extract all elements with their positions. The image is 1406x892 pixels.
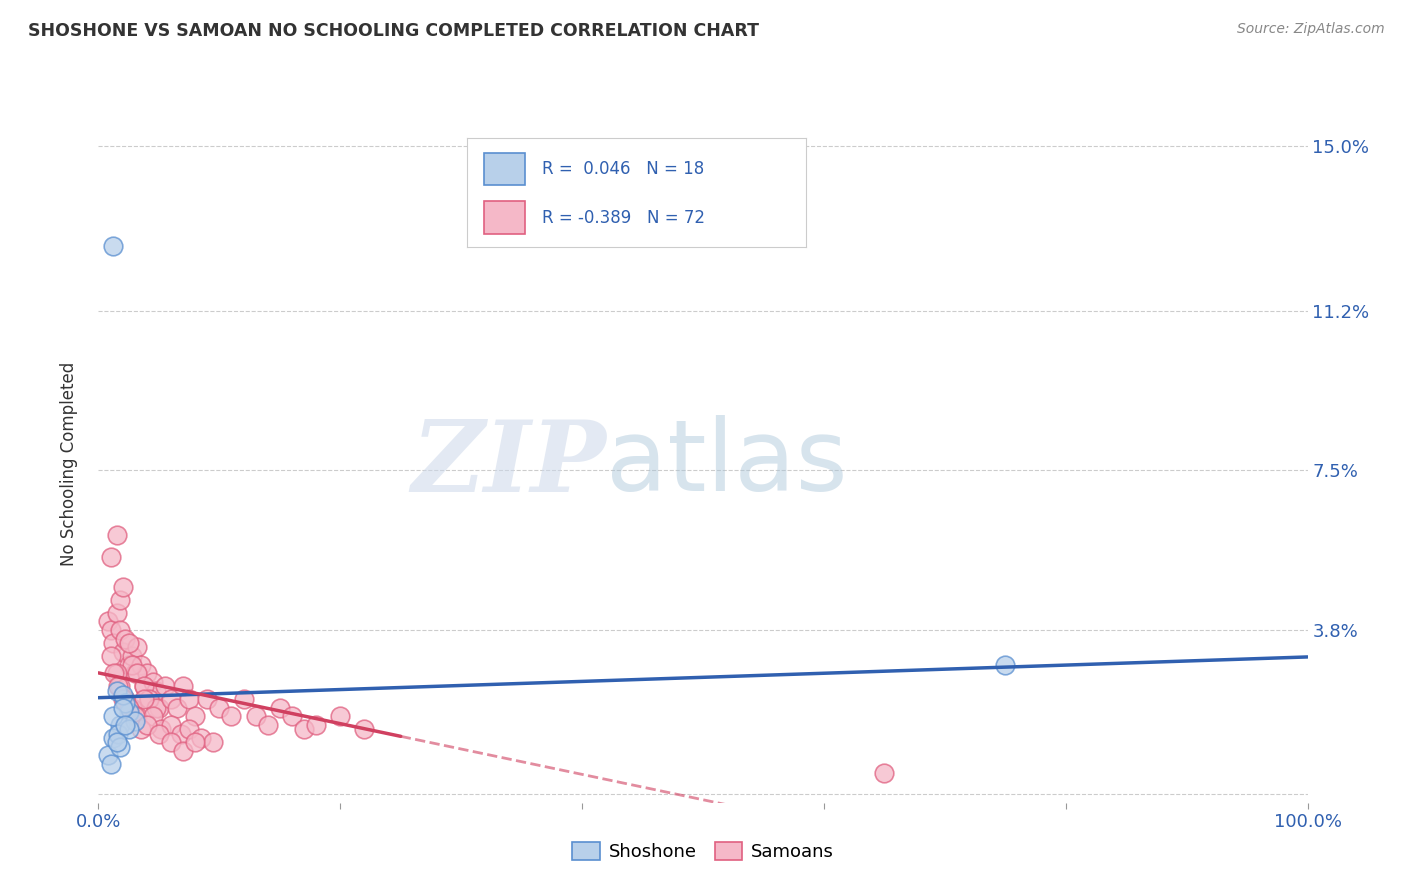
Point <box>179 692 201 706</box>
Point <box>101 731 124 745</box>
Point <box>97 748 120 763</box>
Point <box>111 645 134 659</box>
Point <box>172 744 194 758</box>
Point <box>108 592 131 607</box>
Point <box>129 723 152 737</box>
Point <box>353 723 375 737</box>
Point <box>184 709 207 723</box>
Point <box>111 692 134 706</box>
Point <box>184 735 207 749</box>
Point <box>124 666 146 681</box>
Point <box>107 727 129 741</box>
Point <box>100 623 122 637</box>
Point <box>114 718 136 732</box>
Point <box>108 718 131 732</box>
Point <box>148 701 170 715</box>
Point <box>142 674 165 689</box>
Point <box>150 723 173 737</box>
Point <box>121 648 143 663</box>
Point <box>305 718 328 732</box>
Point <box>114 632 136 646</box>
Point <box>105 528 128 542</box>
Point <box>118 636 141 650</box>
Point <box>245 709 267 723</box>
Point <box>281 709 304 723</box>
Point <box>202 735 225 749</box>
Point <box>195 692 218 706</box>
Point <box>97 615 120 629</box>
Point <box>160 692 183 706</box>
Point <box>134 692 156 706</box>
Point <box>111 688 134 702</box>
Point <box>232 692 254 706</box>
Point <box>221 709 243 723</box>
Point <box>256 718 278 732</box>
Point <box>166 701 188 715</box>
Point <box>127 666 149 681</box>
Point <box>114 692 136 706</box>
Point <box>105 735 128 749</box>
Point <box>100 549 122 564</box>
Point <box>129 657 152 672</box>
Point <box>208 701 231 715</box>
Text: Source: ZipAtlas.com: Source: ZipAtlas.com <box>1237 22 1385 37</box>
Point <box>114 697 136 711</box>
Point <box>127 640 149 655</box>
Point <box>190 731 212 745</box>
Point <box>108 623 131 637</box>
Point <box>179 723 201 737</box>
Point <box>994 657 1017 672</box>
Point <box>103 666 125 681</box>
Point <box>124 709 146 723</box>
Point <box>135 718 157 732</box>
Point <box>127 709 149 723</box>
Point <box>124 714 146 728</box>
Point <box>111 701 134 715</box>
Point <box>108 739 131 754</box>
Point <box>107 679 129 693</box>
Point <box>105 683 128 698</box>
Point <box>105 606 128 620</box>
Point <box>134 679 156 693</box>
Point <box>153 679 176 693</box>
Text: atlas: atlas <box>606 416 848 512</box>
Point <box>148 727 170 741</box>
Point <box>169 727 191 741</box>
Point <box>118 657 141 672</box>
Point <box>172 679 194 693</box>
Point <box>108 679 131 693</box>
Text: SHOSHONE VS SAMOAN NO SCHOOLING COMPLETED CORRELATION CHART: SHOSHONE VS SAMOAN NO SCHOOLING COMPLETE… <box>28 22 759 40</box>
Point <box>145 683 167 698</box>
Y-axis label: No Schooling Completed: No Schooling Completed <box>59 362 77 566</box>
Point <box>138 692 160 706</box>
Point <box>111 580 134 594</box>
Point <box>145 701 167 715</box>
Point <box>121 657 143 672</box>
Point <box>134 679 156 693</box>
Point <box>873 765 896 780</box>
Point <box>292 723 315 737</box>
Text: ZIP: ZIP <box>412 416 606 512</box>
Point <box>105 666 128 681</box>
Point <box>100 756 122 771</box>
Point <box>160 718 183 732</box>
Point <box>138 692 160 706</box>
Point <box>118 705 141 719</box>
Point <box>118 723 141 737</box>
Point <box>329 709 352 723</box>
Point <box>118 701 141 715</box>
Point <box>101 709 124 723</box>
Point <box>135 666 157 681</box>
Point <box>121 701 143 715</box>
Point <box>142 709 165 723</box>
Legend: Shoshone, Samoans: Shoshone, Samoans <box>565 835 841 868</box>
Point <box>101 636 124 650</box>
Point <box>269 701 291 715</box>
Point <box>100 648 122 663</box>
Point <box>160 735 183 749</box>
Point <box>101 239 124 253</box>
